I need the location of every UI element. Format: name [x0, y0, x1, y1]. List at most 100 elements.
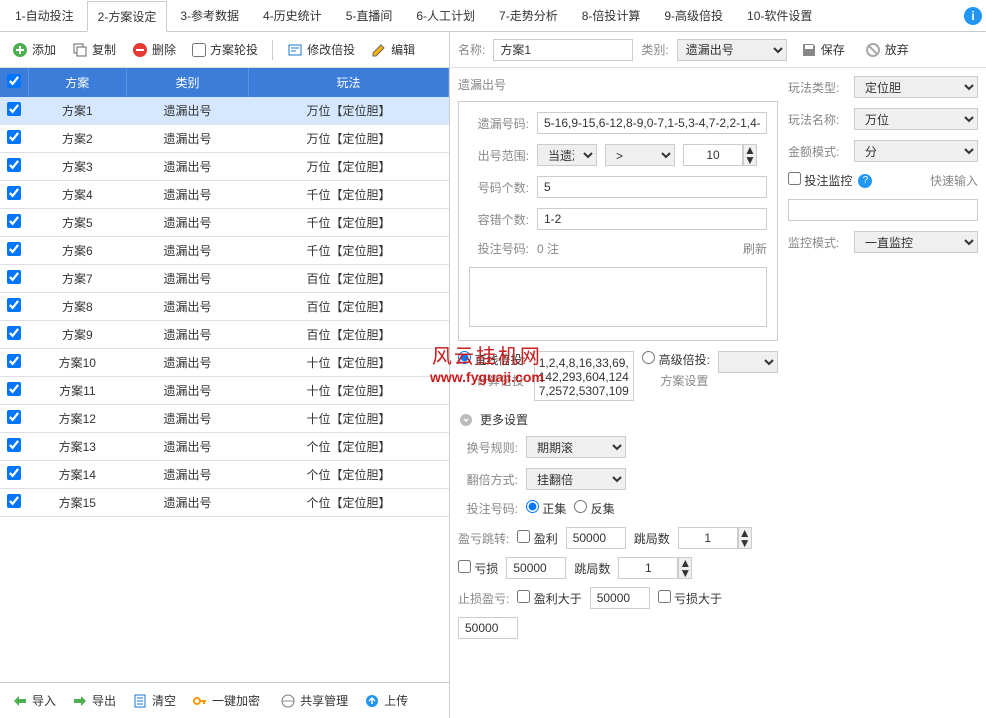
plan-set-link[interactable]: 方案设置: [660, 372, 708, 389]
tab-2[interactable]: 3-参考数据: [169, 0, 250, 31]
cell-plan: 方案2: [28, 125, 127, 153]
err-input[interactable]: [537, 208, 767, 230]
row-check[interactable]: [7, 466, 21, 480]
export-button[interactable]: 导出: [66, 689, 122, 712]
name-label: 名称:: [458, 41, 485, 58]
info-icon[interactable]: i: [964, 7, 982, 25]
delete-button[interactable]: 删除: [126, 38, 182, 61]
tab-1[interactable]: 2-方案设定: [87, 1, 168, 32]
range-op-select[interactable]: >: [605, 144, 675, 166]
rule-select[interactable]: 期期滚: [526, 436, 626, 458]
clear-button[interactable]: 清空: [126, 689, 182, 712]
tab-6[interactable]: 7-走势分析: [488, 0, 569, 31]
profit-gt-check[interactable]: 盈利大于: [517, 590, 581, 607]
table-row[interactable]: 方案5遗漏出号千位【定位胆】: [0, 209, 449, 237]
tab-9[interactable]: 10-软件设置: [736, 0, 823, 31]
rotate-checkbox[interactable]: 方案轮投: [186, 38, 264, 61]
loss-gt-check[interactable]: 亏损大于: [658, 590, 722, 607]
row-check[interactable]: [7, 158, 21, 172]
table-row[interactable]: 方案2遗漏出号万位【定位胆】: [0, 125, 449, 153]
table-row[interactable]: 方案14遗漏出号个位【定位胆】: [0, 461, 449, 489]
profit-input[interactable]: [566, 527, 626, 549]
row-check[interactable]: [7, 354, 21, 368]
loss-input[interactable]: [506, 557, 566, 579]
count-input[interactable]: [537, 176, 767, 198]
modify-button[interactable]: 修改倍投: [281, 38, 361, 61]
row-check[interactable]: [7, 326, 21, 340]
row-check[interactable]: [7, 130, 21, 144]
tab-8[interactable]: 9-高级倍投: [653, 0, 734, 31]
category-select[interactable]: 遗漏出号: [677, 39, 787, 61]
help-icon[interactable]: ?: [858, 174, 872, 188]
profit-check[interactable]: 盈利: [517, 530, 557, 547]
share-button[interactable]: 共享管理: [274, 689, 354, 712]
row-check[interactable]: [7, 438, 21, 452]
row-check[interactable]: [7, 382, 21, 396]
pos-radio[interactable]: 正集: [526, 500, 566, 517]
adv-mult-radio[interactable]: 高级倍投:: [642, 351, 710, 368]
amount-select[interactable]: 分: [854, 140, 978, 162]
discard-button[interactable]: 放弃: [859, 38, 915, 61]
row-check[interactable]: [7, 242, 21, 256]
edit-button[interactable]: 编辑: [365, 38, 421, 61]
play-type-select[interactable]: 定位胆: [854, 76, 978, 98]
save-button[interactable]: 保存: [795, 38, 851, 61]
tab-5[interactable]: 6-人工计划: [405, 0, 486, 31]
monitor-mode-select[interactable]: 一直监控: [854, 231, 978, 253]
table-row[interactable]: 方案8遗漏出号百位【定位胆】: [0, 293, 449, 321]
tab-0[interactable]: 1-自动投注: [4, 0, 85, 31]
neg-radio[interactable]: 反集: [574, 500, 614, 517]
loss-gt-input[interactable]: [458, 617, 518, 639]
refresh-link[interactable]: 刷新: [743, 240, 767, 257]
row-check[interactable]: [7, 214, 21, 228]
line-mult-input[interactable]: 1,2,4,8,16,33,69,142,293,604,1247,2572,5…: [534, 351, 635, 401]
table-row[interactable]: 方案10遗漏出号十位【定位胆】: [0, 349, 449, 377]
adv-mult-select[interactable]: [718, 351, 778, 373]
loss-jump-spinner[interactable]: ▲▼: [618, 557, 692, 579]
miss-no-input[interactable]: [537, 112, 767, 134]
profit-gt-input[interactable]: [590, 587, 650, 609]
play-name-select[interactable]: 万位: [854, 108, 978, 130]
table-row[interactable]: 方案13遗漏出号个位【定位胆】: [0, 433, 449, 461]
row-check[interactable]: [7, 186, 21, 200]
loss-jump-label: 跳局数: [574, 560, 610, 577]
row-check[interactable]: [7, 410, 21, 424]
row-check[interactable]: [7, 494, 21, 508]
table-row[interactable]: 方案6遗漏出号千位【定位胆】: [0, 237, 449, 265]
loss-check[interactable]: 亏损: [458, 560, 498, 577]
cell-play: 千位【定位胆】: [248, 209, 448, 237]
range-opt-select[interactable]: 当遗漏: [537, 144, 597, 166]
line-mult-radio[interactable]: 直线倍投:: [458, 351, 526, 368]
tab-3[interactable]: 4-历史统计: [252, 0, 333, 31]
tab-4[interactable]: 5-直播间: [335, 0, 404, 31]
jump-count-spinner[interactable]: ▲▼: [678, 527, 752, 549]
import-button[interactable]: 导入: [6, 689, 62, 712]
more-settings-header[interactable]: 更多设置: [458, 411, 778, 428]
row-check[interactable]: [7, 102, 21, 116]
table-row[interactable]: 方案15遗漏出号个位【定位胆】: [0, 489, 449, 517]
grid-header-check[interactable]: [0, 68, 28, 97]
flip-select[interactable]: 挂翻倍: [526, 468, 626, 490]
row-check[interactable]: [7, 298, 21, 312]
table-row[interactable]: 方案3遗漏出号万位【定位胆】: [0, 153, 449, 181]
copy-button[interactable]: 复制: [66, 38, 122, 61]
monitor-check[interactable]: 投注监控: [788, 172, 852, 189]
table-row[interactable]: 方案12遗漏出号十位【定位胆】: [0, 405, 449, 433]
name-input[interactable]: [493, 39, 633, 61]
monitor-input[interactable]: [788, 199, 978, 221]
add-button[interactable]: 添加: [6, 38, 62, 61]
table-row[interactable]: 方案11遗漏出号十位【定位胆】: [0, 377, 449, 405]
table-row[interactable]: 方案1遗漏出号万位【定位胆】: [0, 97, 449, 125]
cell-play: 千位【定位胆】: [248, 181, 448, 209]
tab-7[interactable]: 8-倍投计算: [571, 0, 652, 31]
upload-button[interactable]: 上传: [358, 689, 414, 712]
row-check[interactable]: [7, 270, 21, 284]
encrypt-button[interactable]: 一键加密: [186, 689, 266, 712]
table-row[interactable]: 方案7遗漏出号百位【定位胆】: [0, 265, 449, 293]
table-row[interactable]: 方案9遗漏出号百位【定位胆】: [0, 321, 449, 349]
table-row[interactable]: 方案4遗漏出号千位【定位胆】: [0, 181, 449, 209]
quick-input-link[interactable]: 快速输入: [930, 172, 978, 189]
bet-textarea[interactable]: [469, 267, 767, 327]
calc-mult-link[interactable]: 计算倍投: [476, 372, 524, 389]
range-val-spinner[interactable]: ▲▼: [683, 144, 757, 166]
